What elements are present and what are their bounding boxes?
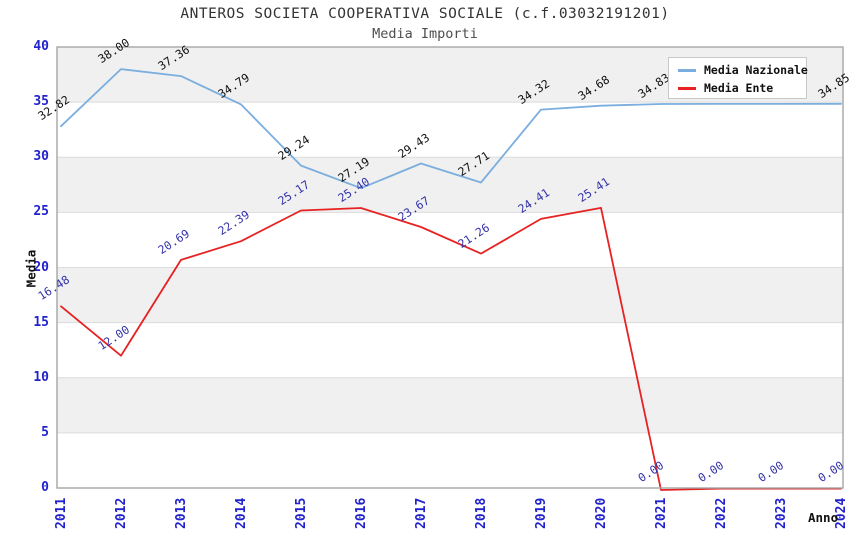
ente-line-swatch-icon	[678, 86, 696, 90]
series-line-media-ente	[60, 206, 842, 491]
chart-title: ANTEROS SOCIETA COOPERATIVA SOCIALE (c.f…	[180, 6, 670, 22]
x-axis-title: Anno	[808, 510, 839, 525]
x-tick-label: 2021	[654, 497, 669, 529]
y-tick-label: 40	[33, 39, 49, 54]
legend-item-media-ente: Media Ente	[678, 81, 797, 95]
legend-label: Media Ente	[704, 81, 774, 95]
x-tick-label: 2013	[174, 497, 189, 529]
x-tick-label: 2016	[354, 497, 369, 529]
x-tick-label: 2022	[714, 497, 729, 529]
series-line-media-nazionale	[60, 68, 842, 190]
y-tick-label: 30	[33, 149, 49, 165]
x-tick-label: 2014	[234, 497, 249, 529]
x-tick-label: 2023	[774, 497, 789, 529]
legend: Media Nazionale Media Ente	[668, 57, 808, 99]
x-tick-label: 2018	[474, 497, 489, 529]
y-tick-label: 10	[33, 369, 49, 385]
y-tick-label: 35	[33, 94, 49, 110]
legend-label: Media Nazionale	[704, 63, 808, 77]
plot-border	[56, 46, 844, 489]
x-tick-label: 2015	[294, 497, 309, 529]
x-tick-label: 2012	[114, 497, 129, 529]
y-tick-label: 0	[41, 480, 49, 495]
y-axis-title: Media	[23, 249, 39, 288]
x-tick-label: 2019	[534, 497, 549, 529]
background-band	[57, 157, 843, 213]
y-tick-label: 15	[33, 314, 49, 330]
legend-item-media-nazionale: Media Nazionale	[678, 63, 808, 77]
y-tick-label: 20	[33, 259, 49, 275]
x-tick-label: 2017	[414, 497, 429, 529]
chart-subtitle: Media Importi	[372, 26, 478, 42]
x-tick-label: 2020	[594, 497, 609, 529]
nazionale-line-swatch-icon	[678, 68, 696, 72]
y-tick-label: 25	[33, 204, 49, 220]
background-band	[57, 377, 843, 433]
background-band	[57, 267, 843, 323]
y-tick-label: 5	[41, 424, 49, 440]
x-tick-label: 2011	[54, 497, 69, 529]
